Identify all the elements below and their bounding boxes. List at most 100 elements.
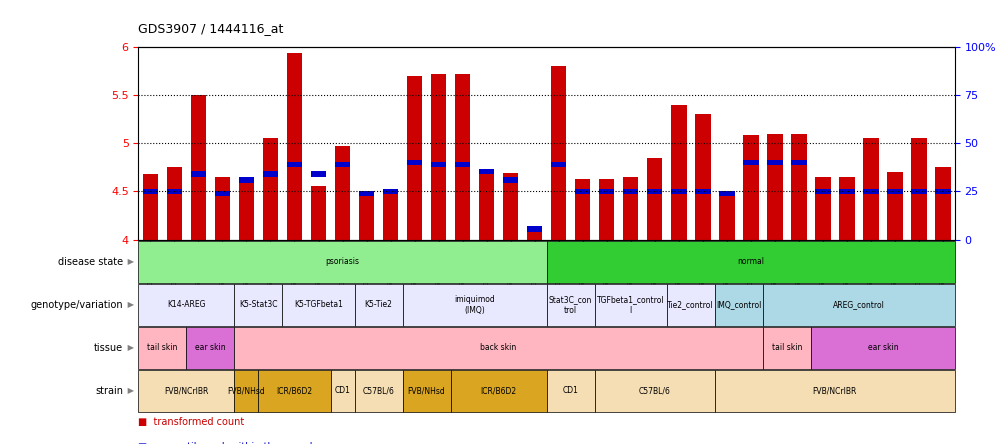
Bar — [214, 191, 230, 196]
Bar — [287, 162, 302, 167]
Text: K5-Stat3C: K5-Stat3C — [239, 300, 278, 309]
Bar — [815, 177, 830, 240]
Text: ■  percentile rank within the sample: ■ percentile rank within the sample — [138, 442, 319, 444]
Bar — [311, 171, 326, 177]
Text: ear skin: ear skin — [867, 343, 897, 353]
Bar — [886, 172, 902, 240]
Text: IMQ_control: IMQ_control — [715, 300, 761, 309]
Bar — [934, 167, 950, 240]
Bar — [574, 189, 590, 194]
Bar — [910, 139, 926, 240]
Bar — [478, 171, 494, 240]
Text: ▶: ▶ — [125, 300, 134, 309]
Bar — [550, 162, 566, 167]
Bar — [454, 162, 470, 167]
Text: tissue: tissue — [94, 343, 123, 353]
Text: back skin: back skin — [480, 343, 516, 353]
Text: FVB/NHsd: FVB/NHsd — [407, 386, 445, 396]
Bar — [718, 191, 733, 196]
Bar — [694, 114, 709, 240]
Bar — [335, 162, 350, 167]
Text: psoriasis: psoriasis — [326, 257, 359, 266]
Bar — [646, 189, 662, 194]
Bar — [886, 189, 902, 194]
Bar — [742, 135, 758, 240]
Text: ▶: ▶ — [125, 386, 134, 396]
Bar — [430, 162, 446, 167]
Bar — [359, 196, 374, 240]
Text: strain: strain — [95, 386, 123, 396]
Bar — [407, 75, 422, 240]
Text: Stat3C_con
trol: Stat3C_con trol — [548, 295, 592, 314]
Bar — [502, 177, 518, 182]
Bar — [670, 189, 685, 194]
Text: disease state: disease state — [58, 257, 123, 267]
Bar — [359, 191, 374, 196]
Text: K5-TGFbeta1: K5-TGFbeta1 — [294, 300, 343, 309]
Bar — [574, 179, 590, 240]
Bar — [383, 190, 398, 240]
Text: C57BL/6: C57BL/6 — [363, 386, 394, 396]
Bar — [646, 158, 662, 240]
Bar — [430, 74, 446, 240]
Bar — [910, 189, 926, 194]
Text: ICR/B6D2: ICR/B6D2 — [480, 386, 516, 396]
Bar — [622, 189, 638, 194]
Bar — [166, 167, 182, 240]
Bar — [166, 189, 182, 194]
Bar — [287, 53, 302, 240]
Bar — [670, 105, 685, 240]
Text: ICR/B6D2: ICR/B6D2 — [277, 386, 313, 396]
Text: tail skin: tail skin — [771, 343, 802, 353]
Bar — [862, 139, 878, 240]
Bar — [742, 160, 758, 165]
Text: GDS3907 / 1444116_at: GDS3907 / 1444116_at — [138, 22, 284, 35]
Bar — [934, 189, 950, 194]
Bar — [767, 160, 782, 165]
Bar — [238, 180, 255, 240]
Text: imiquimod
(IMQ): imiquimod (IMQ) — [454, 295, 494, 314]
Bar — [383, 189, 398, 194]
Text: ear skin: ear skin — [195, 343, 225, 353]
Bar — [263, 139, 278, 240]
Bar — [791, 160, 806, 165]
Bar — [550, 66, 566, 240]
Bar — [190, 171, 206, 177]
Bar — [190, 95, 206, 240]
Bar — [526, 229, 542, 240]
Text: FVB/NCrIBR: FVB/NCrIBR — [164, 386, 208, 396]
Bar — [407, 160, 422, 165]
Text: Tie2_control: Tie2_control — [666, 300, 713, 309]
Bar — [838, 177, 854, 240]
Text: genotype/variation: genotype/variation — [31, 300, 123, 310]
Bar — [694, 189, 709, 194]
Text: C57BL/6: C57BL/6 — [638, 386, 670, 396]
Text: ▶: ▶ — [125, 257, 134, 266]
Text: AREG_control: AREG_control — [832, 300, 884, 309]
Text: ■  transformed count: ■ transformed count — [138, 417, 244, 428]
Text: tail skin: tail skin — [147, 343, 177, 353]
Text: K14-AREG: K14-AREG — [167, 300, 205, 309]
Bar — [767, 134, 782, 240]
Text: CD1: CD1 — [562, 386, 578, 396]
Bar — [454, 74, 470, 240]
Bar — [311, 186, 326, 240]
Bar — [622, 177, 638, 240]
Bar — [142, 174, 158, 240]
Text: TGFbeta1_control
l: TGFbeta1_control l — [596, 295, 664, 314]
Bar — [263, 171, 278, 177]
Bar — [718, 194, 733, 240]
Text: K5-Tie2: K5-Tie2 — [365, 300, 392, 309]
Bar — [838, 189, 854, 194]
Bar — [598, 179, 614, 240]
Bar — [214, 177, 230, 240]
Bar — [142, 189, 158, 194]
Bar — [791, 134, 806, 240]
Bar — [862, 189, 878, 194]
Text: ▶: ▶ — [125, 343, 134, 353]
Bar — [502, 173, 518, 240]
Text: CD1: CD1 — [335, 386, 350, 396]
Bar — [526, 226, 542, 232]
Bar — [238, 177, 255, 182]
Text: normal: normal — [736, 257, 764, 266]
